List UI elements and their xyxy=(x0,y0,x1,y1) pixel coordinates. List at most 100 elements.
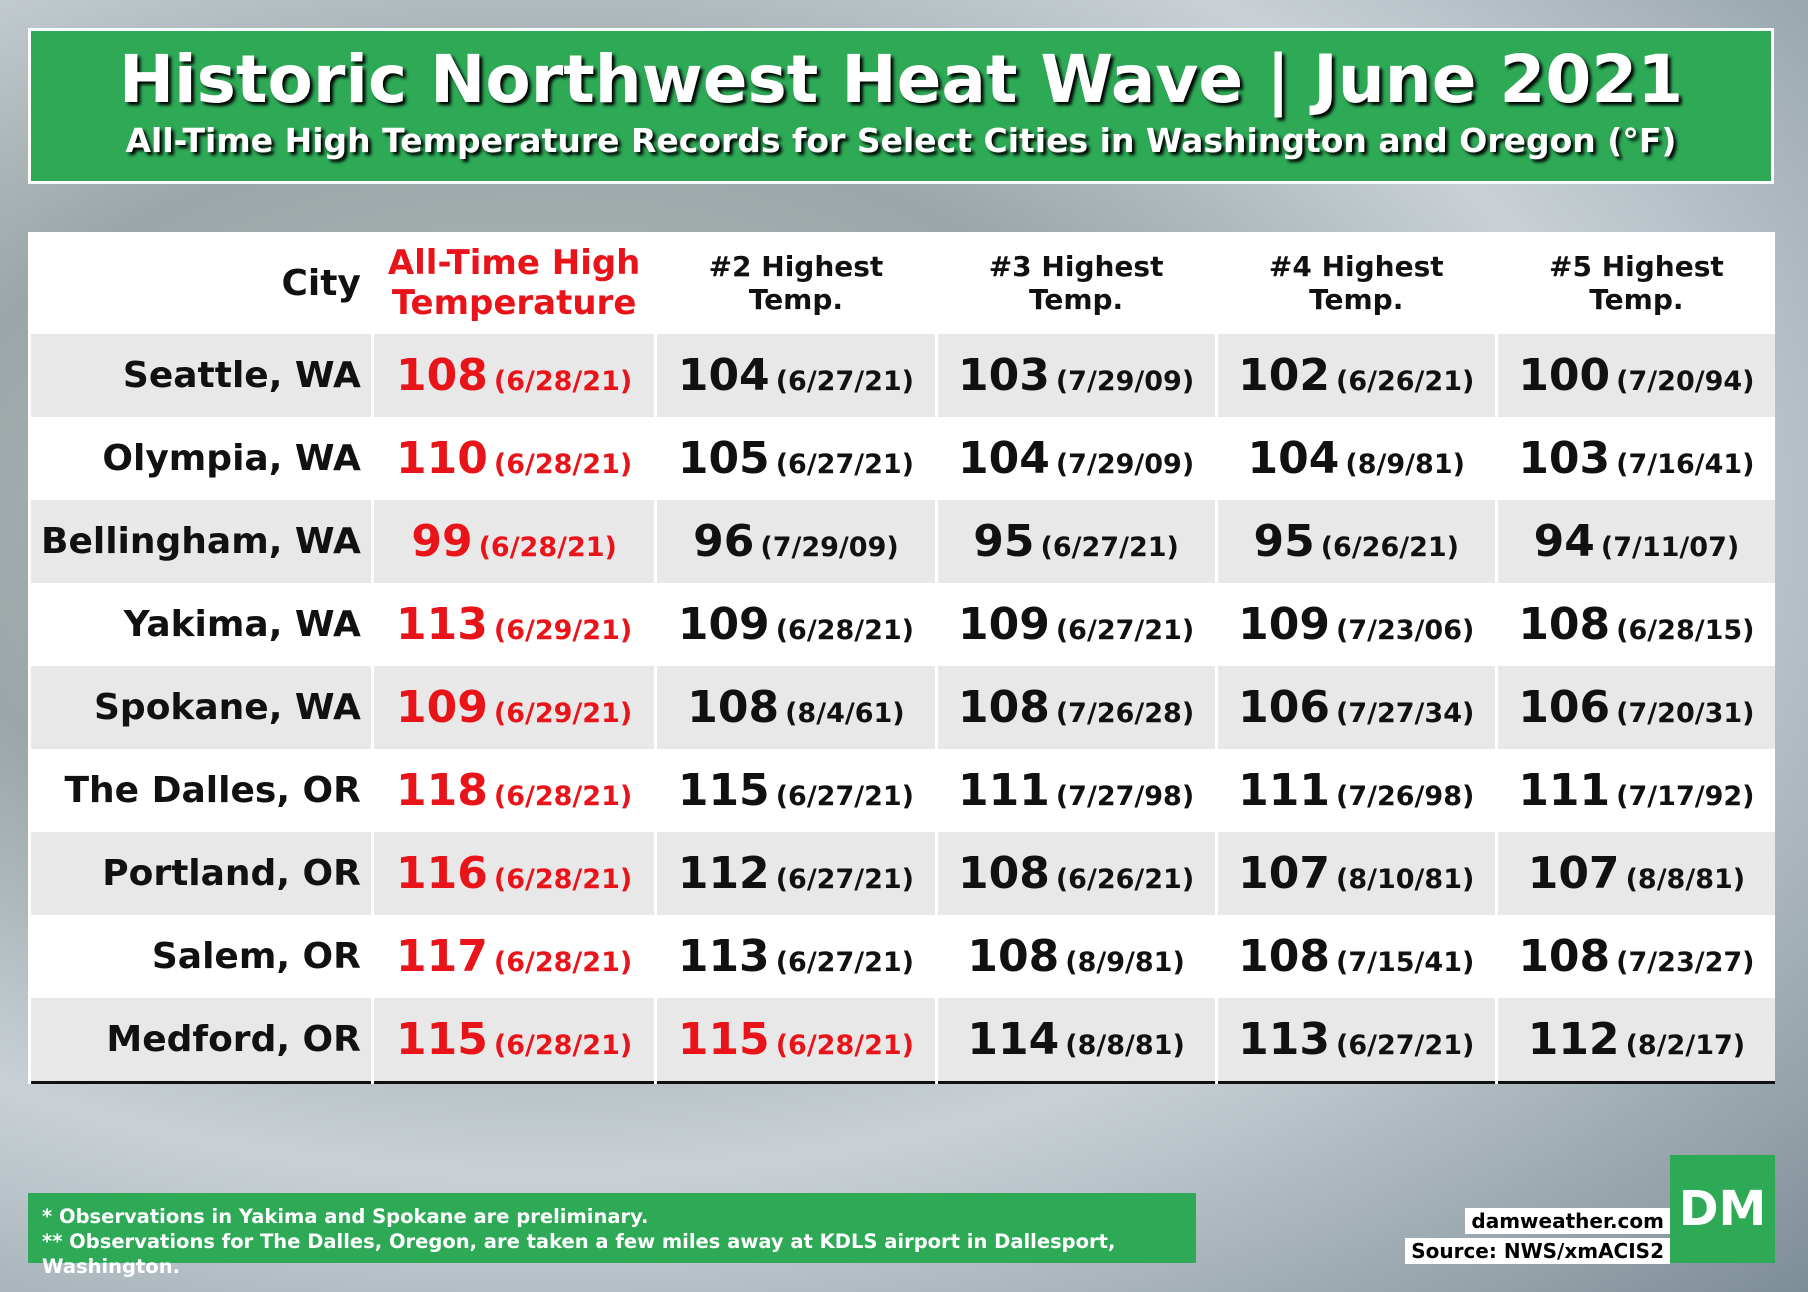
table-row: Bellingham, WA 99 (6/28/21) 96 (7/29/09) 95 (6… xyxy=(28,500,1775,583)
temp-cell: 108 (7/26/28) xyxy=(934,666,1217,749)
column-header: #4 Highest Temp. xyxy=(1214,232,1497,334)
city: Salem, OR xyxy=(28,915,373,998)
temp-cell: 95 (6/26/21) xyxy=(1214,500,1497,583)
temp-cell: 108 (6/26/21) xyxy=(934,832,1217,915)
temperature: 95 xyxy=(1253,516,1315,567)
footnote: * Observations in Yakima and Spokane are… xyxy=(42,1205,649,1228)
table-row: Olympia, WA 110 (6/28/21) 105 (6/27/21) 104 (7… xyxy=(28,417,1775,500)
temp-cell: 104 (6/27/21) xyxy=(654,334,937,417)
date: (7/27/98) xyxy=(1055,781,1195,812)
temperature: 114 xyxy=(967,1014,1060,1065)
date: (6/28/21) xyxy=(493,449,633,480)
date: (8/9/81) xyxy=(1065,947,1185,978)
column-header: #2 Highest Temp. xyxy=(654,232,937,334)
temp-cell: 104 (7/29/09) xyxy=(934,417,1217,500)
date: (7/23/27) xyxy=(1616,947,1755,978)
temp-cell: 111 (7/17/92) xyxy=(1494,749,1775,832)
date: (7/17/92) xyxy=(1616,781,1755,812)
temp-cell: 115 (6/27/21) xyxy=(654,749,937,832)
date: (7/29/09) xyxy=(1055,449,1195,480)
temperature: 115 xyxy=(677,1014,770,1065)
temp-cell: 110 (6/28/21) xyxy=(370,417,656,500)
temperature: 96 xyxy=(693,516,755,567)
temperature: 118 xyxy=(396,765,488,816)
temperature: 107 xyxy=(1527,848,1620,899)
date: (6/27/21) xyxy=(775,781,915,812)
temp-cell: 103 (7/29/09) xyxy=(934,334,1217,417)
table-row: Spokane, WA 109 (6/29/21) 108 (8/4/61) 108 (7/… xyxy=(28,666,1775,749)
date: (6/27/21) xyxy=(1040,532,1179,563)
subtitle: All-Time High Temperature Records for Se… xyxy=(125,121,1677,160)
logo: DM xyxy=(1670,1155,1775,1263)
temperature: 100 xyxy=(1518,350,1611,401)
temp-cell: 99 (6/28/21) xyxy=(370,500,656,583)
table-row: Salem, OR 117 (6/28/21) 113 (6/27/21) 108 (8/9… xyxy=(28,915,1775,998)
temp-cell: 115 (6/28/21) xyxy=(654,998,937,1083)
temperature: 112 xyxy=(677,848,770,899)
column-header: All-Time High Temperature xyxy=(370,232,656,334)
temp-cell: 113 (6/27/21) xyxy=(1214,998,1497,1083)
city: The Dalles, OR xyxy=(28,749,373,832)
date: (7/20/31) xyxy=(1616,698,1755,729)
temperature: 108 xyxy=(1518,599,1611,650)
city: Medford, OR xyxy=(28,998,373,1083)
temperature: 109 xyxy=(677,599,770,650)
temperature: 113 xyxy=(396,599,488,650)
date: (8/8/81) xyxy=(1625,864,1746,895)
temperature: 115 xyxy=(396,1014,488,1065)
temperature: 113 xyxy=(677,931,770,982)
temperature: 102 xyxy=(1238,350,1330,401)
temp-cell: 112 (6/27/21) xyxy=(654,832,937,915)
temp-cell: 111 (7/27/98) xyxy=(934,749,1217,832)
date: (6/27/21) xyxy=(1336,1030,1475,1061)
date: (6/27/21) xyxy=(775,449,915,480)
table-row: The Dalles, OR 118 (6/28/21) 115 (6/27/21) 11… xyxy=(28,749,1775,832)
city: Yakima, WA xyxy=(28,583,373,666)
temperature: 112 xyxy=(1527,1014,1620,1065)
temp-cell: 109 (6/29/21) xyxy=(370,666,656,749)
temperature: 111 xyxy=(1518,765,1611,816)
date: (6/26/21) xyxy=(1320,532,1460,563)
temp-cell: 118 (6/28/21) xyxy=(370,749,656,832)
temp-cell: 114 (8/8/81) xyxy=(934,998,1217,1083)
date: (6/28/21) xyxy=(775,1030,915,1061)
date: (7/29/09) xyxy=(1055,366,1195,397)
city: Spokane, WA xyxy=(28,666,373,749)
temp-cell: 105 (6/27/21) xyxy=(654,417,937,500)
temp-cell: 108 (8/9/81) xyxy=(934,915,1217,998)
temperature: 115 xyxy=(677,765,770,816)
temperature: 109 xyxy=(957,599,1050,650)
city: Seattle, WA xyxy=(28,334,373,417)
temperature: 94 xyxy=(1533,516,1595,567)
temperature: 117 xyxy=(396,931,488,982)
temp-cell: 115 (6/28/21) xyxy=(370,998,656,1083)
temp-cell: 106 (7/20/31) xyxy=(1494,666,1775,749)
temperature: 108 xyxy=(957,848,1050,899)
temperature: 99 xyxy=(411,516,473,567)
date: (7/26/28) xyxy=(1055,698,1195,729)
column-header: #5 Highest Temp. xyxy=(1494,232,1775,334)
temp-cell: 106 (7/27/34) xyxy=(1214,666,1497,749)
date: (6/28/15) xyxy=(1616,615,1755,646)
date: (7/15/41) xyxy=(1336,947,1475,978)
date: (7/26/98) xyxy=(1336,781,1475,812)
date: (8/9/81) xyxy=(1345,449,1465,480)
temperature: 107 xyxy=(1238,848,1330,899)
temperature: 108 xyxy=(967,931,1060,982)
temp-cell: 108 (6/28/15) xyxy=(1494,583,1775,666)
date: (6/28/21) xyxy=(493,366,633,397)
temp-cell: 96 (7/29/09) xyxy=(654,500,937,583)
temperature: 103 xyxy=(957,350,1050,401)
table-row: Medford, OR 115 (6/28/21) 115 (6/28/21) 114 (8… xyxy=(28,998,1775,1083)
date: (6/28/21) xyxy=(478,532,617,563)
temperature: 108 xyxy=(957,682,1050,733)
table-row: Seattle, WA 108 (6/28/21) 104 (6/27/21) 103 (7… xyxy=(28,334,1775,417)
date: (8/8/81) xyxy=(1065,1030,1185,1061)
date: (6/29/21) xyxy=(493,615,633,646)
header: Historic Northwest Heat Wave | June 2021… xyxy=(28,28,1774,184)
temperature: 113 xyxy=(1238,1014,1330,1065)
temp-cell: 113 (6/27/21) xyxy=(654,915,937,998)
temp-cell: 94 (7/11/07) xyxy=(1494,500,1775,583)
table-row: Yakima, WA 113 (6/29/21) 109 (6/28/21) 109 (6/… xyxy=(28,583,1775,666)
